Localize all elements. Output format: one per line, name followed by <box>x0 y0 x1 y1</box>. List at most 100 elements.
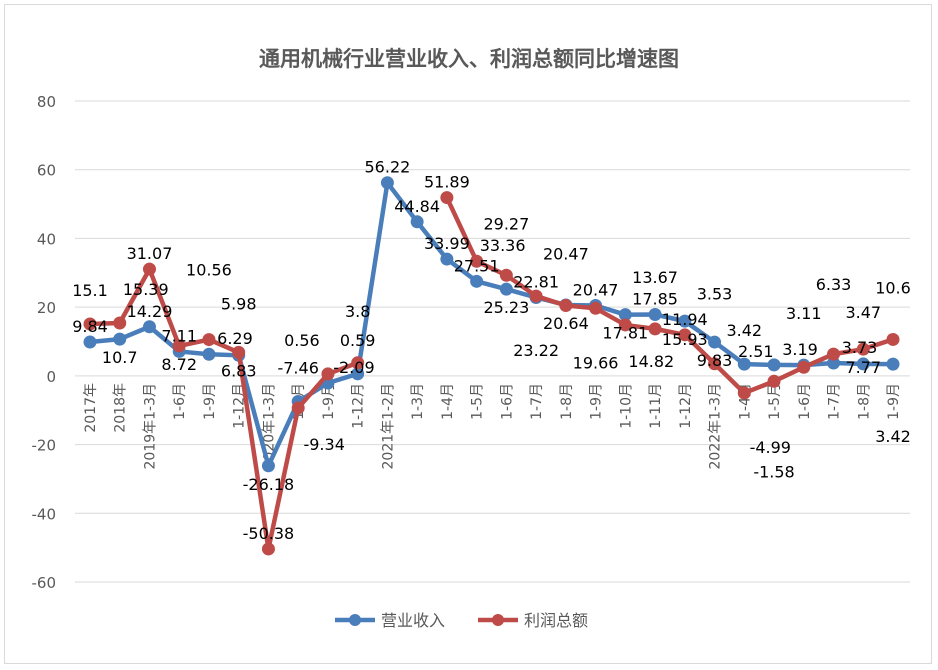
data-point-profit <box>172 339 186 353</box>
data-point-revenue <box>618 308 632 322</box>
data-label: 7.77 <box>845 358 881 377</box>
data-point-profit <box>321 367 335 381</box>
data-label: -4.99 <box>750 438 791 457</box>
data-label: 8.72 <box>161 355 197 374</box>
x-tick-label: 1-5月 <box>767 383 783 420</box>
y-tick-label: -40 <box>32 505 57 523</box>
legend-marker <box>349 614 361 626</box>
data-point-profit <box>232 345 246 359</box>
data-point-revenue <box>499 282 513 296</box>
data-label: 10.6 <box>875 278 911 297</box>
data-point-revenue <box>886 357 900 371</box>
data-label: -1.58 <box>753 462 794 481</box>
data-point-profit <box>83 317 97 331</box>
data-label: 29.27 <box>483 214 529 233</box>
data-point-profit <box>291 401 305 415</box>
chart-border <box>4 4 932 664</box>
data-labels: 9.84 10.7 14.29 7.11 6.29 5.98 -26.18 -7.46 -2.0… <box>72 158 911 543</box>
data-point-revenue <box>440 252 454 266</box>
x-tick-label: 2021年1-2月 <box>380 383 396 470</box>
data-point-profit <box>708 357 722 371</box>
data-point-revenue <box>113 332 127 346</box>
x-tick-label: 1-12月 <box>678 383 694 429</box>
series-line-profit <box>89 266 359 552</box>
data-point-revenue <box>827 356 841 370</box>
data-point-profit <box>737 386 751 400</box>
data-label: 27.51 <box>454 256 500 275</box>
data-label: 17.81 <box>602 324 648 343</box>
x-tick-label: 1-7月 <box>529 383 545 420</box>
data-label: 6.33 <box>816 275 852 294</box>
data-point-profit <box>827 347 841 361</box>
data-label: 25.23 <box>483 298 529 317</box>
data-label: 5.98 <box>221 294 257 313</box>
x-tick-label: 1-4月 <box>440 383 456 420</box>
data-point-revenue <box>470 274 484 288</box>
data-point-revenue <box>856 357 870 371</box>
data-label: 6.29 <box>217 329 253 348</box>
data-label: 31.07 <box>127 244 173 263</box>
data-label: 3.42 <box>726 321 762 340</box>
series-lines <box>83 176 900 556</box>
data-label: 10.7 <box>102 348 138 367</box>
y-tick-label: 80 <box>37 93 56 111</box>
data-label: -50.38 <box>243 524 295 543</box>
data-point-profit <box>678 328 692 342</box>
data-label: 7.11 <box>161 326 197 345</box>
data-label: 20.64 <box>543 314 589 333</box>
data-point-revenue <box>380 176 394 190</box>
y-axis-ticks: 80 60 40 20 0 -20 -40 -60 <box>32 93 57 592</box>
data-label: 56.22 <box>365 158 411 177</box>
data-label: 0.56 <box>284 331 320 350</box>
data-point-profit <box>797 360 811 374</box>
x-tick-label: 1-8月 <box>559 383 575 420</box>
data-label: 11.94 <box>662 310 708 329</box>
legend-item-revenue: 营业收入 <box>335 611 445 630</box>
chart-title: 通用机械行业营业收入、利润总额同比增速图 <box>259 47 679 71</box>
x-tick-label: 1-10月 <box>618 383 634 429</box>
data-label: 51.89 <box>424 173 470 192</box>
data-label: 10.56 <box>186 261 232 280</box>
data-label: 33.36 <box>480 236 526 255</box>
x-tick-label: 1-5月 <box>470 383 486 420</box>
data-label: 15.93 <box>662 330 708 349</box>
x-tick-label: 1-6月 <box>499 383 515 420</box>
legend-label: 营业收入 <box>381 611 445 630</box>
data-label: 3.53 <box>697 285 733 304</box>
data-point-profit <box>440 191 454 205</box>
data-label: 3.47 <box>845 303 881 322</box>
y-tick-label: 60 <box>37 162 56 180</box>
data-label: 20.47 <box>573 281 619 300</box>
legend-marker <box>492 614 504 626</box>
data-label: 19.66 <box>573 353 619 372</box>
x-tick-label: 1-11月 <box>648 383 664 429</box>
data-point-revenue <box>351 367 365 381</box>
y-tick-label: -20 <box>32 437 57 455</box>
data-label: -7.46 <box>277 358 318 377</box>
x-tick-label: 2017年 <box>83 383 99 433</box>
data-point-revenue <box>83 335 97 349</box>
data-label: 33.99 <box>424 234 470 253</box>
data-point-profit <box>886 332 900 346</box>
data-label: 13.67 <box>632 268 678 287</box>
data-point-profit <box>351 356 365 370</box>
data-point-profit <box>202 333 216 347</box>
data-label: 44.84 <box>394 197 440 216</box>
y-tick-label: -60 <box>32 574 57 592</box>
x-tick-label: 1-9月 <box>202 383 218 420</box>
x-tick-label: 2019年1-3月 <box>142 383 158 470</box>
data-label: -26.18 <box>243 475 295 494</box>
data-point-revenue <box>737 357 751 371</box>
x-axis-ticks: 2017年 2018年 2019年1-3月 1-6月 1-9月 1-12月 2020年1-3… <box>83 383 902 470</box>
data-point-revenue <box>142 320 156 334</box>
data-label: 9.83 <box>697 351 733 370</box>
data-label: 14.29 <box>127 302 173 321</box>
y-tick-label: 0 <box>46 368 56 386</box>
data-label: 2.51 <box>738 342 774 361</box>
data-point-profit <box>261 542 275 556</box>
data-point-profit <box>113 316 127 330</box>
data-label: 17.85 <box>632 290 678 309</box>
data-label: 3.73 <box>842 338 878 357</box>
